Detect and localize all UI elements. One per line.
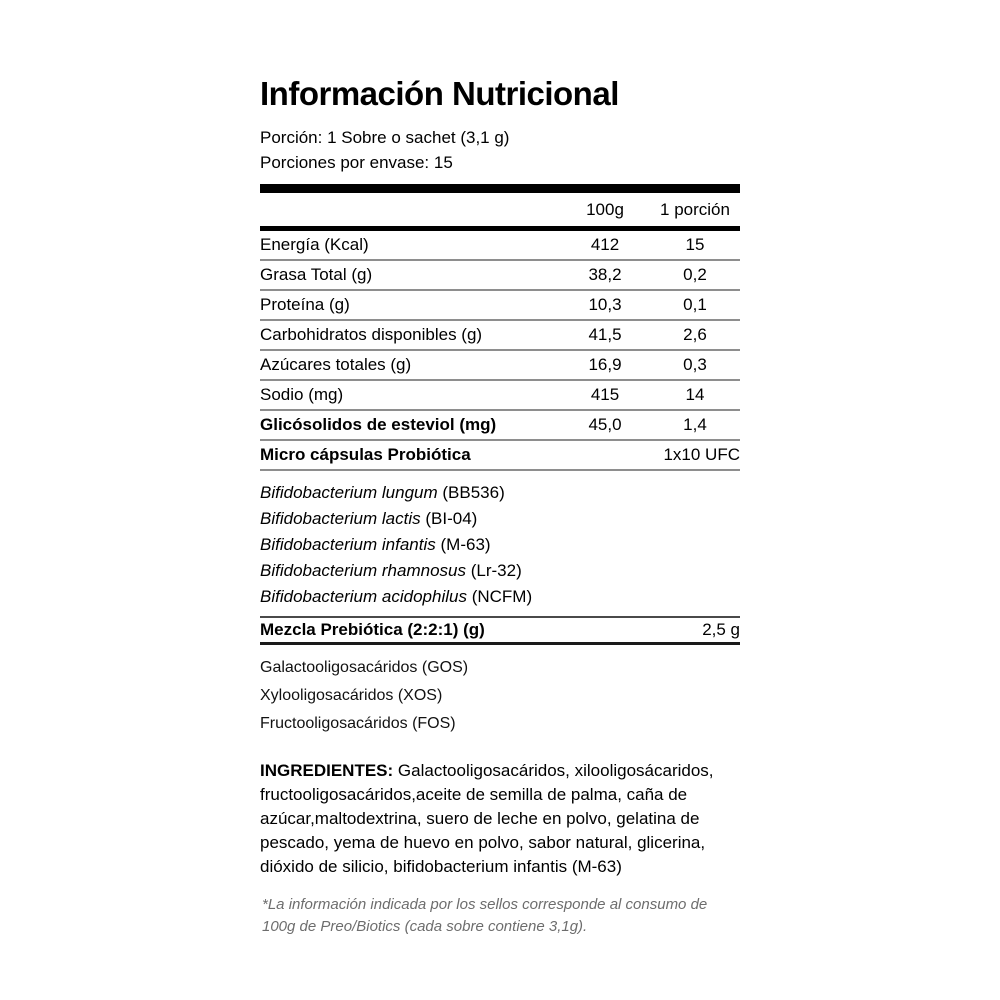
probiotic-strain: (BI-04) [425, 509, 478, 529]
value-100g: 10,3 [588, 295, 622, 315]
portion-line: Porción: 1 Sobre o sachet (3,1 g) [260, 128, 510, 148]
nutrition-label: Información Nutricional Porción: 1 Sobre… [260, 0, 740, 938]
value-100g: 415 [590, 385, 620, 405]
ingredients-text: Galactooligosacáridos, xilooligosácarido… [260, 761, 714, 877]
prebiotic-mix-label: Mezcla Prebiótica (2:2:1) (g) [260, 620, 485, 640]
nutrient-label: Proteína (g) [260, 295, 350, 315]
list-item: Galactooligosacáridos (GOS) [260, 659, 469, 677]
value-portion: 15 [685, 235, 705, 255]
value-100g: 45,0 [588, 415, 622, 435]
probiotic-species: Bifidobacterium lactis [260, 509, 421, 529]
value-100g: 16,9 [588, 355, 622, 375]
divider-header-bottom [260, 226, 740, 232]
table-header-row: 100g 1 porción [260, 193, 740, 226]
nutrient-label: Sodio (mg) [260, 385, 344, 405]
list-item: Fructooligosacáridos (FOS) [260, 715, 456, 733]
table-row-steviol: Glicósolidos de esteviol (mg) 45,0 1,4 [260, 411, 740, 442]
ingredients-lead: INGREDIENTES: [260, 761, 394, 781]
probiotic-strain: (NCFM) [471, 587, 533, 607]
table-row: Carbohidratos disponibles (g) 41,5 2,6 [260, 321, 740, 352]
table-row: Grasa Total (g) 38,2 0,2 [260, 261, 740, 292]
nutrient-label: Grasa Total (g) [260, 265, 373, 285]
servings-per-container-line: Porciones por envase: 15 [260, 153, 453, 173]
column-header-portion: 1 porción [660, 199, 730, 219]
prebiotics-list: Galactooligosacáridos (GOS) Xylooligosac… [260, 645, 740, 738]
list-item: Bifidobacterium infantis (M-63) [260, 532, 740, 558]
table-row: Energía (Kcal) 412 15 [260, 231, 740, 262]
nutrient-label: Energía (Kcal) [260, 235, 369, 255]
column-header-100g: 100g [586, 199, 624, 219]
probiotic-species: Bifidobacterium infantis [260, 535, 436, 555]
value-portion: 0,1 [683, 295, 707, 315]
value-100g: 41,5 [588, 325, 622, 345]
micro-capsulas-label: Micro cápsulas Probiótica [260, 445, 471, 465]
value-portion: 2,6 [683, 325, 707, 345]
prebiotic-mix-value: 2,5 g [702, 620, 740, 640]
value-portion: 14 [685, 385, 705, 405]
value-100g: 38,2 [588, 265, 622, 285]
value-portion: 1,4 [683, 415, 707, 435]
probiotic-species: Bifidobacterium rhamnosus [260, 561, 466, 581]
value-100g: 412 [590, 235, 620, 255]
probiotic-species: Bifidobacterium acidophilus [260, 587, 467, 607]
nutrient-label: Glicósolidos de esteviol (mg) [260, 415, 497, 435]
table-row-micro-capsulas: Micro cápsulas Probiótica 1x10 UFC [260, 441, 740, 472]
list-item: Bifidobacterium acidophilus (NCFM) [260, 584, 740, 610]
table-row: Proteína (g) 10,3 0,1 [260, 291, 740, 322]
micro-capsulas-value: 1x10 UFC [663, 445, 740, 465]
nutrient-label: Azúcares totales (g) [260, 355, 412, 375]
prebiotic-mix-row: Mezcla Prebiótica (2:2:1) (g) 2,5 g [260, 616, 740, 646]
footnote: *La información indicada por los sellos … [262, 896, 708, 936]
list-item: Bifidobacterium lactis (BI-04) [260, 506, 740, 532]
probiotics-list: Bifidobacterium lungum (BB536) Bifidobac… [260, 471, 740, 616]
list-item: Xylooligosacáridos (XOS) [260, 687, 443, 705]
table-row: Sodio (mg) 415 14 [260, 381, 740, 412]
probiotic-strain: (BB536) [442, 483, 505, 503]
probiotic-species: Bifidobacterium lungum [260, 483, 438, 503]
value-portion: 0,2 [683, 265, 707, 285]
nutrient-label: Carbohidratos disponibles (g) [260, 325, 483, 345]
value-portion: 0,3 [683, 355, 707, 375]
page-title: Información Nutricional [260, 75, 619, 112]
probiotic-strain: (M-63) [440, 535, 491, 555]
ingredients-paragraph: INGREDIENTES: Galactooligosacáridos, xil… [260, 759, 740, 879]
list-item: Bifidobacterium lungum (BB536) [260, 480, 740, 506]
divider-thick-top [260, 184, 740, 194]
probiotic-strain: (Lr-32) [470, 561, 522, 581]
list-item: Bifidobacterium rhamnosus (Lr-32) [260, 558, 740, 584]
table-row: Azúcares totales (g) 16,9 0,3 [260, 351, 740, 382]
